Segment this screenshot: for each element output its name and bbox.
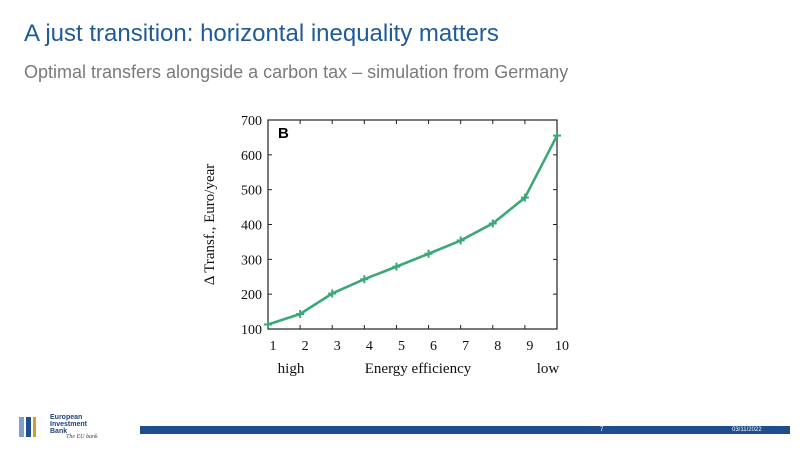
- eib-logo-slogan: The EU bank: [66, 434, 98, 440]
- x-tick-label: 3: [334, 339, 341, 354]
- series-line: [267, 135, 559, 326]
- data-point-marker: [520, 193, 529, 202]
- transfer-line-chart: 100 200 300 400 500 600 700 1 2 3 4 5 6 7 8 9 10 B Δ Tr…: [202, 114, 569, 377]
- x-tick-label: 9: [526, 339, 533, 354]
- x-tick-label: 4: [366, 339, 373, 354]
- data-point-marker: [424, 249, 433, 258]
- eib-logo-text: European Investment Bank: [50, 414, 87, 435]
- data-point-marker: [392, 262, 401, 271]
- y-tick-label: 400: [241, 219, 262, 234]
- x-axis-low-label: low: [537, 361, 560, 377]
- series-group: [264, 131, 561, 329]
- y-tick-label: 700: [241, 114, 262, 129]
- slide-title: A just transition: horizontal inequality…: [24, 20, 499, 47]
- y-axis-ticks: 100 200 300 400 500 600 700: [241, 114, 557, 338]
- y-tick-label: 200: [241, 288, 262, 303]
- x-tick-label: 5: [398, 339, 405, 354]
- data-point-marker: [488, 219, 497, 228]
- y-axis-label: Δ Transf., Euro/year: [202, 164, 218, 286]
- y-tick-label: 100: [241, 323, 262, 338]
- footer-bar: [140, 426, 790, 434]
- eib-logo: European Investment Bank The EU bank: [18, 412, 138, 446]
- data-point-marker: [296, 310, 305, 319]
- data-point-marker: [328, 289, 337, 298]
- page-number: 7: [600, 427, 604, 433]
- data-point-marker: [264, 320, 272, 329]
- x-tick-label: 10: [555, 339, 569, 354]
- x-axis-ticks: 1 2 3 4 5 6 7 8 9 10: [267, 120, 569, 354]
- x-axis-high-label: high: [278, 361, 305, 377]
- data-point-marker: [553, 131, 561, 140]
- x-tick-label: 8: [494, 339, 501, 354]
- axes-frame: [267, 119, 558, 330]
- data-point-marker: [456, 236, 465, 245]
- footer-date: 03/11/2022: [732, 427, 762, 433]
- slide-subtitle: Optimal transfers alongside a carbon tax…: [24, 62, 569, 82]
- eib-logo-mark-icon: [19, 417, 36, 437]
- data-point-marker: [360, 275, 369, 284]
- y-tick-label: 300: [241, 253, 262, 268]
- x-tick-label: 6: [430, 339, 437, 354]
- y-tick-label: 500: [241, 184, 262, 199]
- y-tick-label: 600: [241, 149, 262, 164]
- plot-area-border: [267, 119, 558, 330]
- x-tick-label: 1: [270, 339, 277, 354]
- x-axis-label: Energy efficiency: [365, 361, 472, 377]
- panel-label: B: [278, 125, 289, 142]
- x-tick-label: 7: [462, 339, 469, 354]
- x-tick-label: 2: [302, 339, 309, 354]
